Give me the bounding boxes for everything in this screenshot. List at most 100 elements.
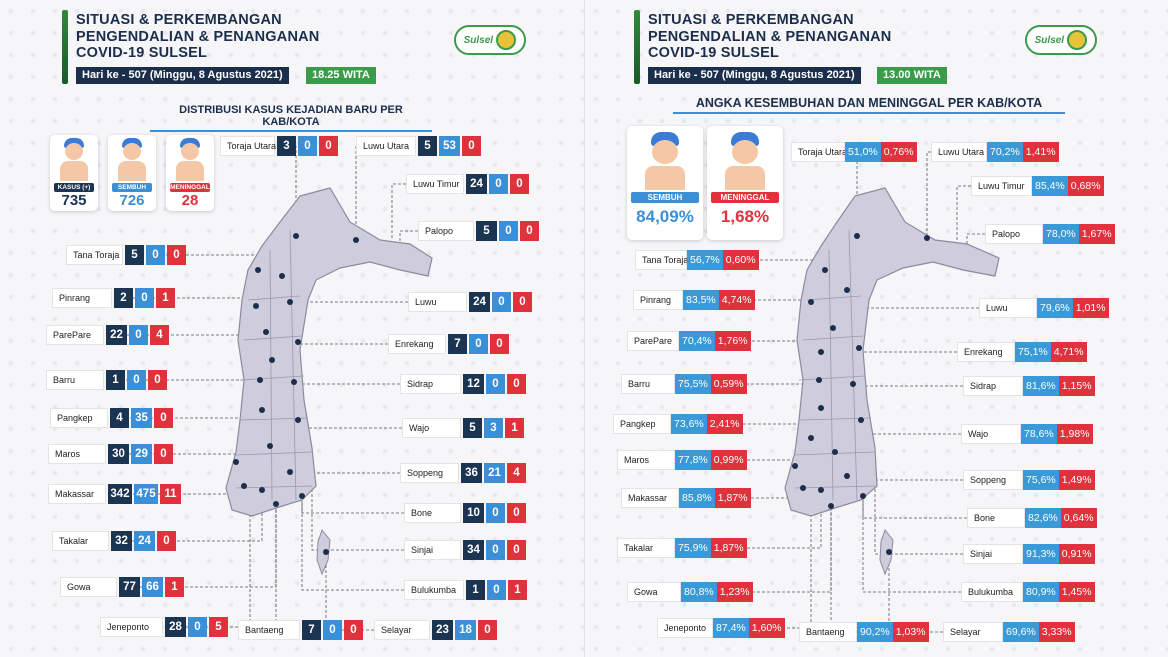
region-name: Makassar [621, 488, 679, 508]
region-cases-value: 5 [418, 136, 437, 156]
region-name: Pangkep [50, 408, 108, 428]
region-name: Jeneponto [657, 618, 713, 638]
region-label-tana-toraja: Tana Toraja 5 0 0 [66, 245, 186, 265]
region-recovered-value: 0 [298, 136, 317, 156]
region-recovered-value: 0 [146, 245, 165, 265]
region-recovery-rate: 75,6% [1023, 470, 1059, 490]
region-label-palopo: Palopo 5 0 0 [418, 221, 539, 241]
region-death-rate: 1,87% [714, 488, 751, 508]
region-label-pinrang: Pinrang 83,5% 4,74% [633, 290, 755, 310]
region-name: Luwu Utara [356, 136, 416, 156]
region-name: Sinjai [963, 544, 1023, 564]
region-death-rate: 1,60% [748, 618, 785, 638]
region-name: Bulukumba [961, 582, 1023, 602]
seal-icon [496, 30, 517, 50]
region-deaths-value: 0 [520, 221, 539, 241]
region-name: Gowa [627, 582, 681, 602]
region-recovered-value: 66 [142, 577, 163, 597]
region-recovery-rate: 78,0% [1043, 224, 1079, 244]
region-name: Luwu Timur [406, 174, 464, 194]
region-recovered-value: 29 [131, 444, 152, 464]
recovered-icon [627, 126, 703, 192]
region-name: Palopo [418, 221, 474, 241]
right-panel: SITUASI & PERKEMBANGAN PENGENDALIAN & PE… [584, 0, 1168, 657]
region-death-rate: 1,15% [1058, 376, 1095, 396]
region-recovered-value: 0 [487, 580, 506, 600]
region-label-bantaeng: Bantaeng 90,2% 1,03% [799, 622, 929, 642]
region-label-enrekang: Enrekang 7 0 0 [388, 334, 509, 354]
region-deaths-value: 1 [156, 288, 175, 308]
region-name: Takalar [52, 531, 109, 551]
region-cases-value: 2 [114, 288, 133, 308]
region-label-takalar: Takalar 75,9% 1,87% [617, 538, 747, 558]
region-recovery-rate: 69,6% [1003, 622, 1039, 642]
region-recovery-rate: 51,0% [845, 142, 881, 162]
region-deaths-value: 1 [508, 580, 527, 600]
region-name: Luwu Timur [971, 176, 1032, 196]
region-label-makassar: Makassar 342 475 11 [48, 484, 181, 504]
time-label: 18.25 WITA [306, 67, 376, 84]
region-recovery-rate: 75,1% [1015, 342, 1051, 362]
region-label-maros: Maros 30 29 0 [48, 444, 173, 464]
region-label-selayar: Selayar 69,6% 3,33% [943, 622, 1075, 642]
region-recovery-rate: 56,7% [687, 250, 723, 270]
region-recovered-value: 0 [486, 540, 505, 560]
region-name: Selayar [943, 622, 1003, 642]
region-death-rate: 1,03% [892, 622, 929, 642]
region-recovery-rate: 91,3% [1023, 544, 1059, 564]
region-name: Tana Toraja [635, 250, 688, 270]
region-death-rate: 1,45% [1058, 582, 1095, 602]
region-label-luwu: Luwu 24 0 0 [408, 292, 532, 312]
map-mainland [225, 187, 433, 517]
sulsel-map [784, 187, 1000, 576]
region-label-pangkep: Pangkep 4 35 0 [50, 408, 173, 428]
region-name: Luwu [979, 298, 1037, 318]
region-name: Luwu Utara [931, 142, 987, 162]
region-name: Soppeng [400, 463, 459, 483]
region-name: Barru [621, 374, 675, 394]
region-label-luwu-timur: Luwu Timur 24 0 0 [406, 174, 529, 194]
region-recovered-value: 0 [489, 174, 508, 194]
page-title: SITUASI & PERKEMBANGAN PENGENDALIAN & PE… [648, 12, 892, 61]
region-deaths-value: 0 [510, 174, 529, 194]
region-name: Maros [617, 450, 675, 470]
left-panel: SITUASI & PERKEMBANGAN PENGENDALIAN & PE… [0, 0, 584, 657]
region-label-bulukumba: Bulukumba 80,9% 1,45% [961, 582, 1095, 602]
region-label-parepare: ParePare 22 0 4 [46, 325, 169, 345]
region-label-jeneponto: Jeneponto 87,4% 1,60% [657, 618, 785, 638]
region-label-enrekang: Enrekang 75,1% 4,71% [957, 342, 1087, 362]
region-deaths-value: 0 [167, 245, 186, 265]
region-name: Takalar [617, 538, 675, 558]
region-recovery-rate: 90,2% [857, 622, 893, 642]
region-deaths-value: 0 [490, 334, 509, 354]
region-recovery-rate: 75,5% [675, 374, 711, 394]
region-name: Luwu [408, 292, 467, 312]
region-name: Bulukumba [404, 580, 464, 600]
region-label-bone: Bone 10 0 0 [404, 503, 526, 523]
map-mainland [784, 187, 1000, 517]
header-accent-bar [62, 10, 68, 84]
page-title: SITUASI & PERKEMBANGAN PENGENDALIAN & PE… [76, 12, 320, 61]
region-label-bone: Bone 82,6% 0,64% [967, 508, 1097, 528]
region-name: Toraja Utara [791, 142, 847, 162]
region-cases-value: 36 [461, 463, 482, 483]
region-cases-value: 22 [106, 325, 127, 345]
region-cases-value: 5 [463, 418, 482, 438]
region-label-pangkep: Pangkep 73,6% 2,41% [613, 414, 743, 434]
region-name: Soppeng [963, 470, 1023, 490]
region-recovered-value: 0 [135, 288, 154, 308]
region-death-rate: 1,41% [1022, 142, 1059, 162]
region-deaths-value: 0 [154, 444, 173, 464]
region-recovered-value: 0 [127, 370, 146, 390]
region-deaths-value: 0 [148, 370, 167, 390]
region-name: Palopo [985, 224, 1043, 244]
summary-card-deaths: MENINGGAL 28 [166, 135, 214, 211]
deceased-icon [166, 135, 214, 183]
region-death-rate: 0,99% [710, 450, 747, 470]
region-deaths-value: 0 [507, 374, 526, 394]
region-name: Bantaeng [799, 622, 857, 642]
region-recovered-value: 0 [486, 503, 505, 523]
region-recovery-rate: 73,6% [671, 414, 707, 434]
region-label-gowa: Gowa 80,8% 1,23% [627, 582, 753, 602]
region-label-pinrang: Pinrang 2 0 1 [52, 288, 175, 308]
